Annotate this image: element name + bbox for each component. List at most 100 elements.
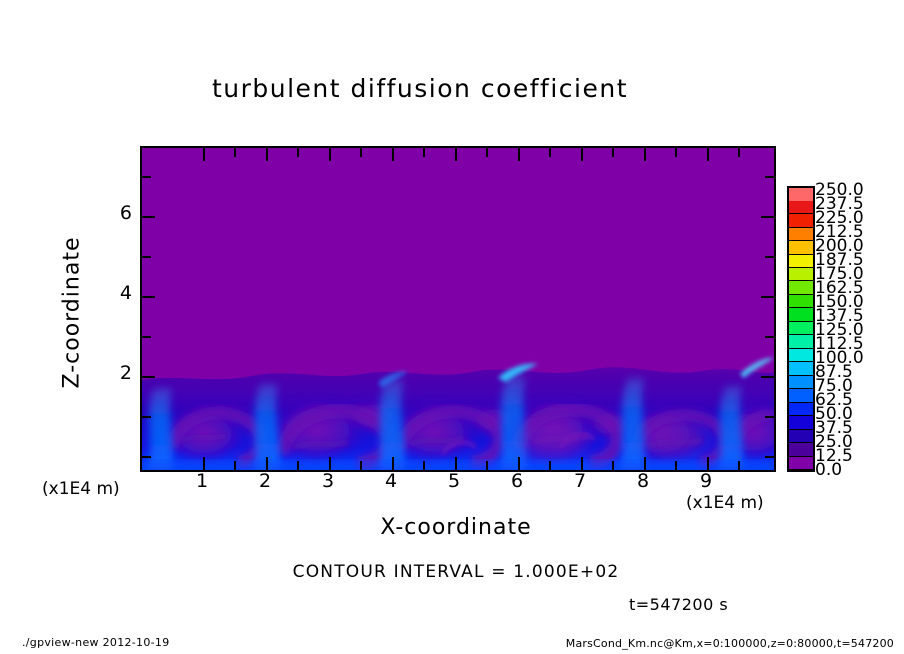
z-tick-right xyxy=(765,336,774,338)
colorbar-tick-label: 137.5 xyxy=(815,306,864,326)
colorbar-tick-label: 237.5 xyxy=(815,194,864,214)
x-tick-top xyxy=(203,148,205,161)
x-tick-top xyxy=(455,148,457,161)
colorbar-tick-label: 200.0 xyxy=(815,236,864,256)
colorbar-tick-label: 112.5 xyxy=(815,334,864,354)
colorbar-swatch xyxy=(789,254,813,268)
footer-source-label: MarsCond_Km.nc@Km,x=0:100000,z=0:80000,t… xyxy=(565,637,894,650)
colorbar-swatch xyxy=(789,214,813,228)
x-tick-top xyxy=(329,148,331,161)
x-units-label: (x1E4 m) xyxy=(686,493,764,513)
colorbar-swatch xyxy=(789,200,813,215)
z-tick-label: 6 xyxy=(119,202,132,224)
colorbar-tick-label: 125.0 xyxy=(815,320,864,340)
x-tick-7 xyxy=(581,457,583,470)
colorbar-swatch xyxy=(789,188,813,201)
z-tick-right xyxy=(765,416,774,418)
x-tick-6 xyxy=(518,457,520,470)
z-tick-right xyxy=(761,216,774,218)
footer-command-label: ./gpview-new 2012-10-19 xyxy=(22,636,170,649)
x-tick-label: 4 xyxy=(384,470,398,492)
colorbar-swatch xyxy=(789,321,813,336)
x-tick-top xyxy=(738,148,740,157)
colorbar-swatch xyxy=(789,267,813,282)
colorbar-swatch xyxy=(789,389,813,403)
x-tick-label: 8 xyxy=(636,470,650,492)
x-tick-label: 2 xyxy=(258,470,272,492)
z-tick-right xyxy=(761,376,774,378)
x-tick-label: 5 xyxy=(447,470,461,492)
colorbar-swatch xyxy=(789,294,813,309)
z-tick-6 xyxy=(142,216,155,218)
x-tick-minor xyxy=(234,461,236,470)
y-axis-title: Z-coordinate xyxy=(59,236,85,389)
x-tick-top xyxy=(581,148,583,161)
colorbar-tick-label: 62.5 xyxy=(815,390,853,410)
colorbar xyxy=(787,186,815,472)
z-tick-minor xyxy=(142,336,151,338)
colorbar-tick-label: 250.0 xyxy=(815,180,864,200)
z-tick-minor xyxy=(142,456,151,458)
x-tick-minor xyxy=(297,461,299,470)
colorbar-swatch xyxy=(789,241,813,255)
x-tick-top xyxy=(707,148,709,161)
z-units-label: (x1E4 m) xyxy=(42,479,120,499)
z-tick-right xyxy=(761,296,774,298)
z-tick-4 xyxy=(142,296,155,298)
z-tick-right xyxy=(765,176,774,178)
z-tick-minor xyxy=(142,416,151,418)
x-tick-label: 1 xyxy=(195,470,209,492)
colorbar-tick-label: 87.5 xyxy=(815,362,853,382)
colorbar-tick-label: 75.0 xyxy=(815,376,853,396)
x-tick-1 xyxy=(203,457,205,470)
x-tick-top xyxy=(518,148,520,161)
plot-area xyxy=(140,146,776,472)
x-tick-top xyxy=(392,148,394,161)
colorbar-tick-label: 162.5 xyxy=(815,278,864,298)
colorbar-swatch xyxy=(789,348,813,363)
colorbar-swatch xyxy=(789,362,813,376)
colorbar-tick-label: 50.0 xyxy=(815,404,853,424)
colorbar-swatch xyxy=(789,429,813,444)
colorbar-tick-label: 212.5 xyxy=(815,222,864,242)
z-tick-2 xyxy=(142,376,155,378)
x-tick-minor xyxy=(612,461,614,470)
colorbar-tick-label: 187.5 xyxy=(815,250,864,270)
colorbar-swatch xyxy=(789,375,813,390)
timestamp-label: t=547200 s xyxy=(629,595,729,614)
colorbar-swatch xyxy=(789,456,813,470)
z-tick-minor xyxy=(142,176,151,178)
heatmap-field xyxy=(142,148,774,470)
x-tick-minor xyxy=(360,461,362,470)
x-tick-top xyxy=(360,148,362,157)
x-tick-top xyxy=(675,148,677,157)
x-tick-minor xyxy=(738,461,740,470)
x-tick-9 xyxy=(707,457,709,470)
x-axis-title: X-coordinate xyxy=(380,515,532,540)
x-tick-top xyxy=(266,148,268,161)
x-tick-top xyxy=(423,148,425,157)
x-tick-minor xyxy=(549,461,551,470)
colorbar-swatch xyxy=(789,416,813,430)
x-tick-minor xyxy=(486,461,488,470)
x-tick-2 xyxy=(266,457,268,470)
x-tick-top xyxy=(297,148,299,157)
colorbar-tick-label: 37.5 xyxy=(815,418,853,438)
colorbar-tick-label: 150.0 xyxy=(815,292,864,312)
x-tick-3 xyxy=(329,457,331,470)
page-title: turbulent diffusion coefficient xyxy=(211,74,629,103)
x-tick-top xyxy=(486,148,488,157)
colorbar-tick-label: 12.5 xyxy=(815,446,853,466)
x-tick-4 xyxy=(392,457,394,470)
colorbar-swatch xyxy=(789,281,813,295)
colorbar-tick-label: 225.0 xyxy=(815,208,864,228)
x-tick-top xyxy=(234,148,236,157)
colorbar-tick-label: 0.0 xyxy=(815,460,843,480)
x-tick-top xyxy=(644,148,646,161)
colorbar-tick-label: 175.0 xyxy=(815,264,864,284)
contour-interval-label: CONTOUR INTERVAL = 1.000E+02 xyxy=(292,562,620,582)
x-tick-minor xyxy=(423,461,425,470)
colorbar-tick-label: 100.0 xyxy=(815,348,864,368)
z-tick-right xyxy=(765,256,774,258)
colorbar-labels: 250.0 237.5 225.0 212.5 200.0 187.5 175.… xyxy=(815,178,895,480)
